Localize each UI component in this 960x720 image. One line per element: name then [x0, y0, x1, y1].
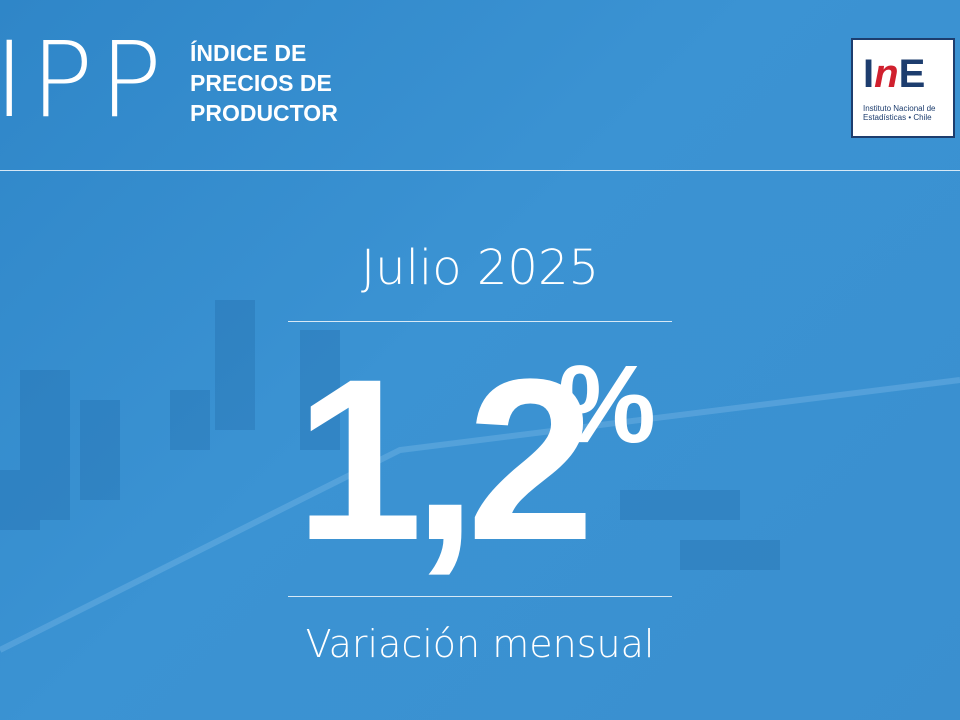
logo-mark: InE	[863, 52, 926, 96]
divider	[288, 321, 672, 322]
headline-value: 1,2	[295, 331, 595, 588]
index-title: ÍNDICE DE PRECIOS DE PRODUCTOR	[190, 38, 338, 128]
title-line: PRODUCTOR	[190, 100, 338, 126]
ine-logo: InE Instituto Nacional de Estadísticas •…	[851, 38, 955, 138]
title-line: ÍNDICE DE	[190, 40, 307, 66]
title-line: PRECIOS DE	[190, 70, 332, 96]
logo-subtitle: Instituto Nacional de Estadísticas • Chi…	[863, 104, 936, 122]
percent-sign: %	[558, 343, 656, 466]
logo-sub-line: Estadísticas • Chile	[863, 113, 932, 122]
logo-sub-line: Instituto Nacional de	[863, 104, 936, 113]
header-divider	[0, 170, 960, 171]
caption: Variación mensual	[305, 622, 655, 666]
divider	[288, 596, 672, 597]
acronym: IPP	[0, 19, 169, 141]
period-label: Julio 2025	[360, 240, 600, 296]
